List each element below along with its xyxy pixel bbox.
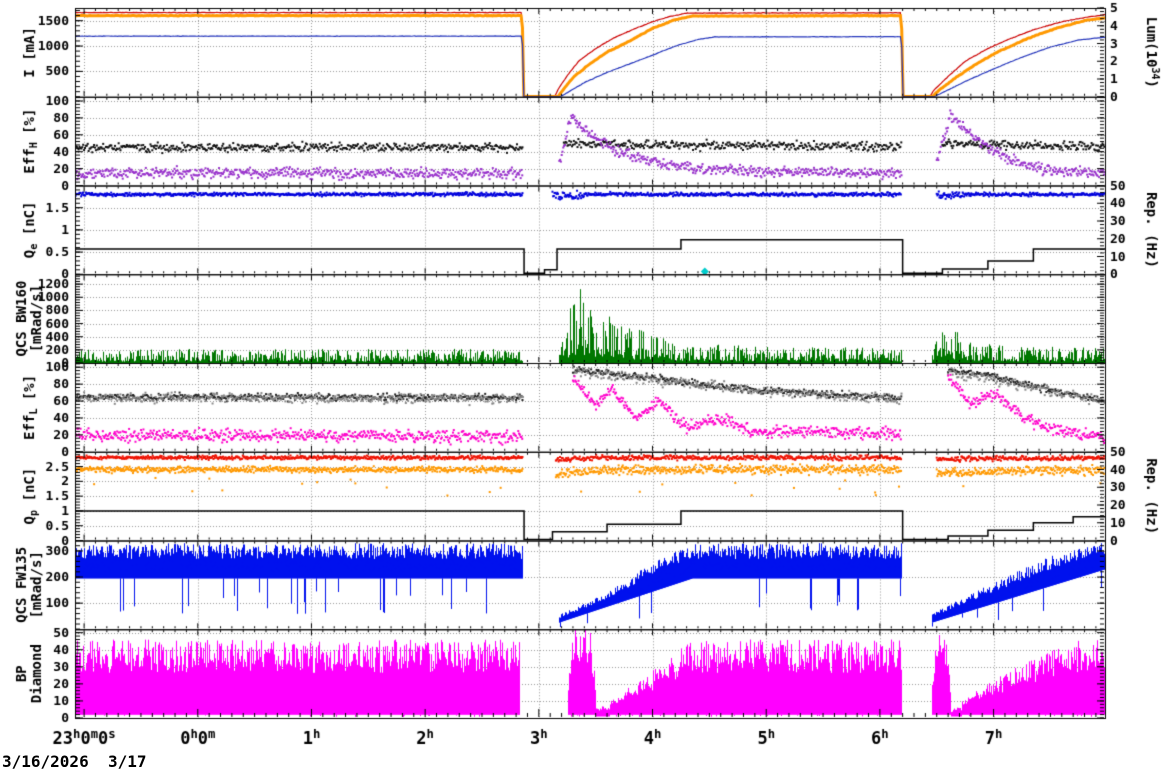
date-label: 3/16/2026 3/17 bbox=[2, 752, 147, 771]
